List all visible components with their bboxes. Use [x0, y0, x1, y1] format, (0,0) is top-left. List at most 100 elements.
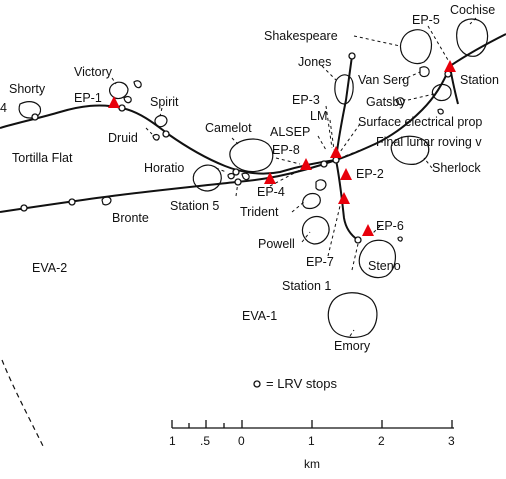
- marker-ep6: [362, 224, 374, 236]
- leader-powell: [301, 231, 311, 243]
- label-ep4: EP-4: [257, 185, 285, 199]
- legend-lrv-stops-label: = LRV stops: [266, 376, 337, 391]
- label-spirit: Spirit: [150, 95, 179, 109]
- scale-tick-label: 3: [448, 434, 455, 448]
- lrv-stop-east: [348, 52, 356, 60]
- label-final-lrv: Final lunar roving v: [376, 135, 482, 149]
- leader-cochise: [469, 17, 477, 25]
- crater-shorty: [18, 101, 42, 119]
- label-jones: Jones: [298, 55, 331, 69]
- leader-shakespeare: [353, 35, 401, 47]
- label-shorty: Shorty: [9, 82, 46, 96]
- label-cochise: Cochise: [450, 3, 495, 17]
- label-eva2: EVA-2: [32, 261, 67, 275]
- leader-ep7: [327, 205, 341, 257]
- crater-victory: [109, 81, 129, 100]
- label-station1: Station 1: [282, 279, 331, 293]
- leader-lines: [111, 17, 477, 337]
- crater-small-a: [227, 172, 235, 180]
- marker-ep4: [264, 172, 276, 184]
- crater-spirit: [154, 114, 168, 128]
- crater-bronte: [101, 196, 112, 206]
- label-tortilla-flat: Tortilla Flat: [12, 151, 73, 165]
- route-to-cochise: [449, 33, 506, 67]
- crater-jones: [334, 74, 354, 105]
- marker-ep3: [330, 146, 342, 158]
- leader-ep6: [371, 225, 381, 235]
- label-horatio: Horatio: [144, 161, 184, 175]
- label-alsep: ALSEP: [270, 125, 310, 139]
- label-bronte: Bronte: [112, 211, 149, 225]
- label-station5: Station 5: [170, 199, 219, 213]
- scale-unit: km: [304, 457, 320, 471]
- leader-ep8: [275, 157, 301, 165]
- crater-emory: [327, 292, 378, 338]
- scale-tick-label: 2: [378, 434, 385, 448]
- label-ep5: EP-5: [412, 13, 440, 27]
- marker-ep5: [444, 60, 456, 72]
- leader-druid: [145, 127, 153, 135]
- craters: [18, 18, 489, 338]
- scale-bar: [171, 420, 454, 429]
- lrv-stop-druid: [162, 130, 170, 138]
- label-trident: Trident: [240, 205, 279, 219]
- crater-gatsby-small: [437, 108, 444, 115]
- label-camelot: Camelot: [205, 121, 252, 135]
- legend-lrv-stop-symbol: [253, 380, 261, 388]
- crater-small-b: [241, 172, 250, 181]
- scale-tick-label: 0: [238, 434, 245, 448]
- route-to-station1: [335, 159, 359, 241]
- lrv-stop-station1: [354, 236, 362, 244]
- label-van-serg: Van Serg: [358, 73, 409, 87]
- lrv-stop-west-b: [68, 198, 76, 206]
- crater-powell: [301, 215, 330, 245]
- crater-victory-3: [133, 80, 142, 89]
- leader-trident: [291, 201, 305, 213]
- label-station6: Station: [460, 73, 499, 87]
- crater-druid: [152, 133, 160, 141]
- leader-surface-elec: [339, 123, 361, 153]
- lrv-stop-ep8: [320, 160, 328, 168]
- label-sherlock: Sherlock: [432, 161, 481, 175]
- marker-ep8: [300, 158, 312, 170]
- label-emory: Emory: [334, 339, 371, 353]
- lrv-stop-station5: [234, 178, 242, 186]
- label-victory: Victory: [74, 65, 113, 79]
- label-eva1: EVA-1: [242, 309, 277, 323]
- label-left-edge-number: 4: [0, 101, 7, 115]
- route-eva2-south: [0, 159, 337, 213]
- crater-gatsby: [431, 83, 452, 102]
- crater-sherlock: [390, 135, 430, 165]
- leader-station1: [351, 243, 359, 271]
- scale-tick-label: 1: [308, 434, 315, 448]
- marker-ep1: [108, 96, 120, 108]
- label-ep6: EP-6: [376, 219, 404, 233]
- crater-small-c: [397, 236, 403, 242]
- label-gatsby: Gatsby: [366, 95, 406, 109]
- leader-sherlock: [423, 157, 433, 169]
- label-ep2: EP-2: [356, 167, 384, 181]
- crater-steno: [358, 239, 396, 279]
- label-steno: Steno: [368, 259, 401, 273]
- leader-victory: [111, 77, 117, 85]
- label-ep8: EP-8: [272, 143, 300, 157]
- scale-tick-label: 1: [169, 434, 176, 448]
- leader-alsep: [317, 135, 327, 151]
- route-lrv-parked: [335, 55, 353, 161]
- route-north-east: [335, 65, 451, 161]
- lrv-stop-west-a: [20, 204, 28, 212]
- lrv-stop-horatio: [232, 168, 240, 176]
- ep-markers: [108, 60, 456, 236]
- leader-camelot: [231, 137, 239, 145]
- leader-spirit: [159, 107, 163, 117]
- leader-ep5: [427, 25, 449, 61]
- label-shakespeare: Shakespeare: [264, 29, 338, 43]
- label-ep7: EP-7: [306, 255, 334, 269]
- crater-camelot: [229, 138, 274, 173]
- label-ep1: EP-1: [74, 91, 102, 105]
- label-surface-elec: Surface electrical prop: [358, 115, 482, 129]
- crater-lm-area: [395, 97, 405, 106]
- label-druid: Druid: [108, 131, 138, 145]
- crater-shakespeare: [399, 29, 433, 65]
